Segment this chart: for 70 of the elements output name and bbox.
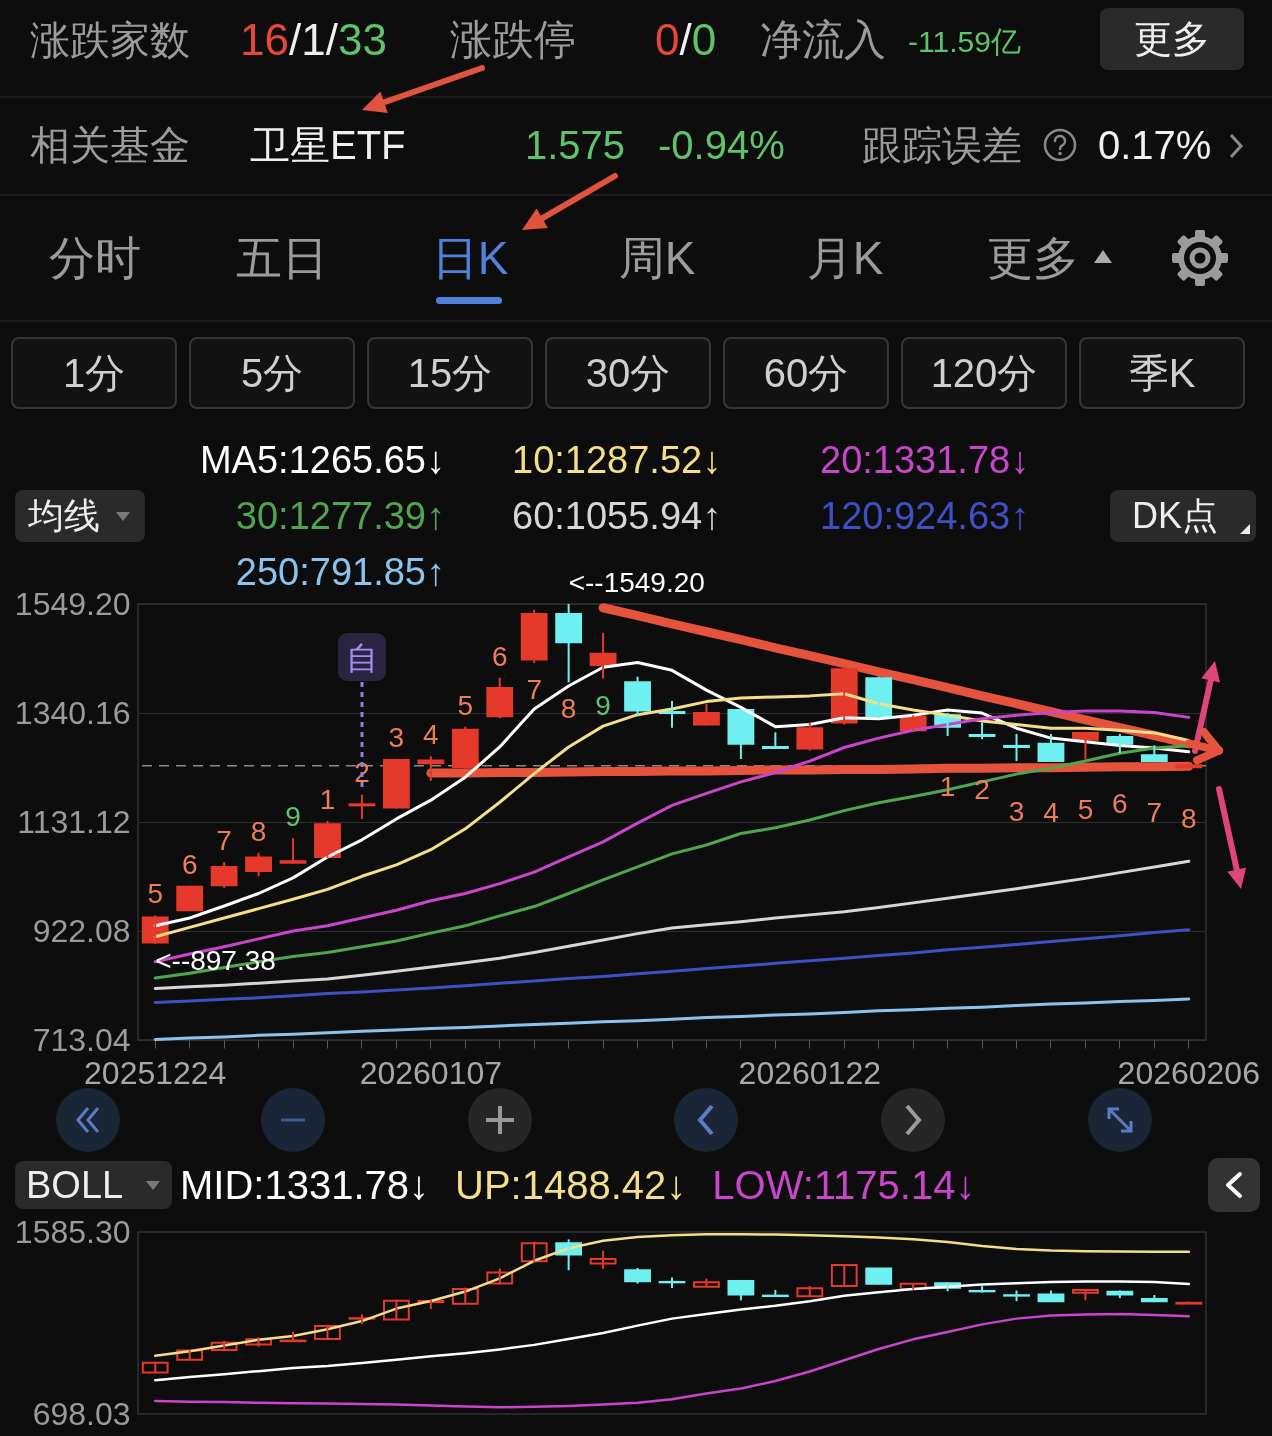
- text: 净流入: [760, 16, 886, 63]
- text: 15分: [407, 351, 493, 395]
- text: LOW:1175.14↓: [712, 1163, 976, 1207]
- text: MID:1331.78↓: [180, 1163, 430, 1207]
- annotation: 5: [147, 878, 164, 910]
- text: 跟踪误差: [862, 123, 1022, 167]
- text: 季K: [1128, 351, 1196, 395]
- text: 更多: [987, 232, 1079, 284]
- text: -11.59亿: [908, 25, 1021, 58]
- annotation: 8: [560, 693, 577, 725]
- text: 涨跌停: [450, 16, 576, 63]
- y-tick-label: 1131.12: [17, 803, 131, 840]
- text: 0/0: [655, 15, 717, 64]
- text: 0.17%: [1098, 123, 1212, 167]
- text: 120:924.63↑: [820, 495, 1030, 537]
- text: 10:1287.52↓: [512, 439, 722, 481]
- text: 5分: [240, 351, 304, 395]
- y-tick-label: 1585.30: [14, 1213, 131, 1250]
- annotation: 9: [595, 689, 611, 721]
- annotation: 5: [1077, 793, 1094, 825]
- x-tick-label: 20260122: [738, 1054, 881, 1091]
- text: 涨跌家数: [30, 18, 190, 62]
- text: 相关基金: [30, 123, 190, 167]
- text: 日K: [431, 232, 509, 284]
- text: BOLL: [26, 1164, 124, 1206]
- annotation: 7: [526, 674, 542, 706]
- annotation: 7: [216, 825, 232, 857]
- annotation: 6: [1112, 788, 1128, 820]
- text: 20:1331.78↓: [820, 439, 1030, 481]
- text: <--1549.20: [568, 567, 705, 598]
- text: MA5:1265.65↓: [199, 439, 445, 481]
- annotation: 6: [491, 640, 508, 672]
- text: 30:1277.39↑: [235, 495, 445, 537]
- text: 1分: [62, 351, 126, 395]
- annotation: 8: [250, 815, 267, 847]
- annotation: 3: [1008, 796, 1025, 828]
- annotation: 7: [1146, 797, 1163, 829]
- annotation: 9: [285, 801, 301, 833]
- annotation: 5: [457, 689, 474, 721]
- y-tick-label: 698.03: [32, 1395, 131, 1432]
- x-tick-label: 20260107: [359, 1054, 503, 1091]
- annotation: 2: [974, 774, 990, 806]
- text: 250:791.85↑: [235, 551, 445, 593]
- annotation: 3: [388, 721, 405, 753]
- annotation: 自: [345, 640, 378, 677]
- text: 周K: [618, 232, 696, 284]
- annotation: 4: [423, 719, 439, 751]
- annotation: 6: [181, 848, 198, 880]
- text: 更多: [1134, 18, 1210, 60]
- x-tick-label: 20260206: [1117, 1054, 1260, 1091]
- text: 60分: [763, 351, 849, 395]
- text: 30分: [585, 351, 671, 395]
- annotation: 8: [1180, 803, 1197, 835]
- text: 120分: [930, 351, 1038, 395]
- text: 16/1/33: [240, 15, 387, 64]
- text: DK点: [1131, 495, 1219, 536]
- y-tick-label: 1549.20: [14, 585, 131, 622]
- annotation: 1: [319, 784, 336, 816]
- annotation: 4: [1043, 796, 1059, 828]
- text: 1.575: [525, 123, 626, 167]
- text: 卫星ETF: [250, 123, 406, 167]
- y-tick-label: 922.08: [32, 912, 131, 949]
- text: 月K: [806, 232, 884, 284]
- text: -0.94%: [658, 123, 785, 167]
- y-tick-label: 1340.16: [14, 694, 131, 731]
- text: 分时: [49, 232, 141, 284]
- text: 五日: [236, 232, 328, 284]
- text: 60:1055.94↑: [512, 495, 722, 537]
- text: 均线: [28, 495, 100, 536]
- series-label: UP:1488.42↓: [455, 1163, 687, 1207]
